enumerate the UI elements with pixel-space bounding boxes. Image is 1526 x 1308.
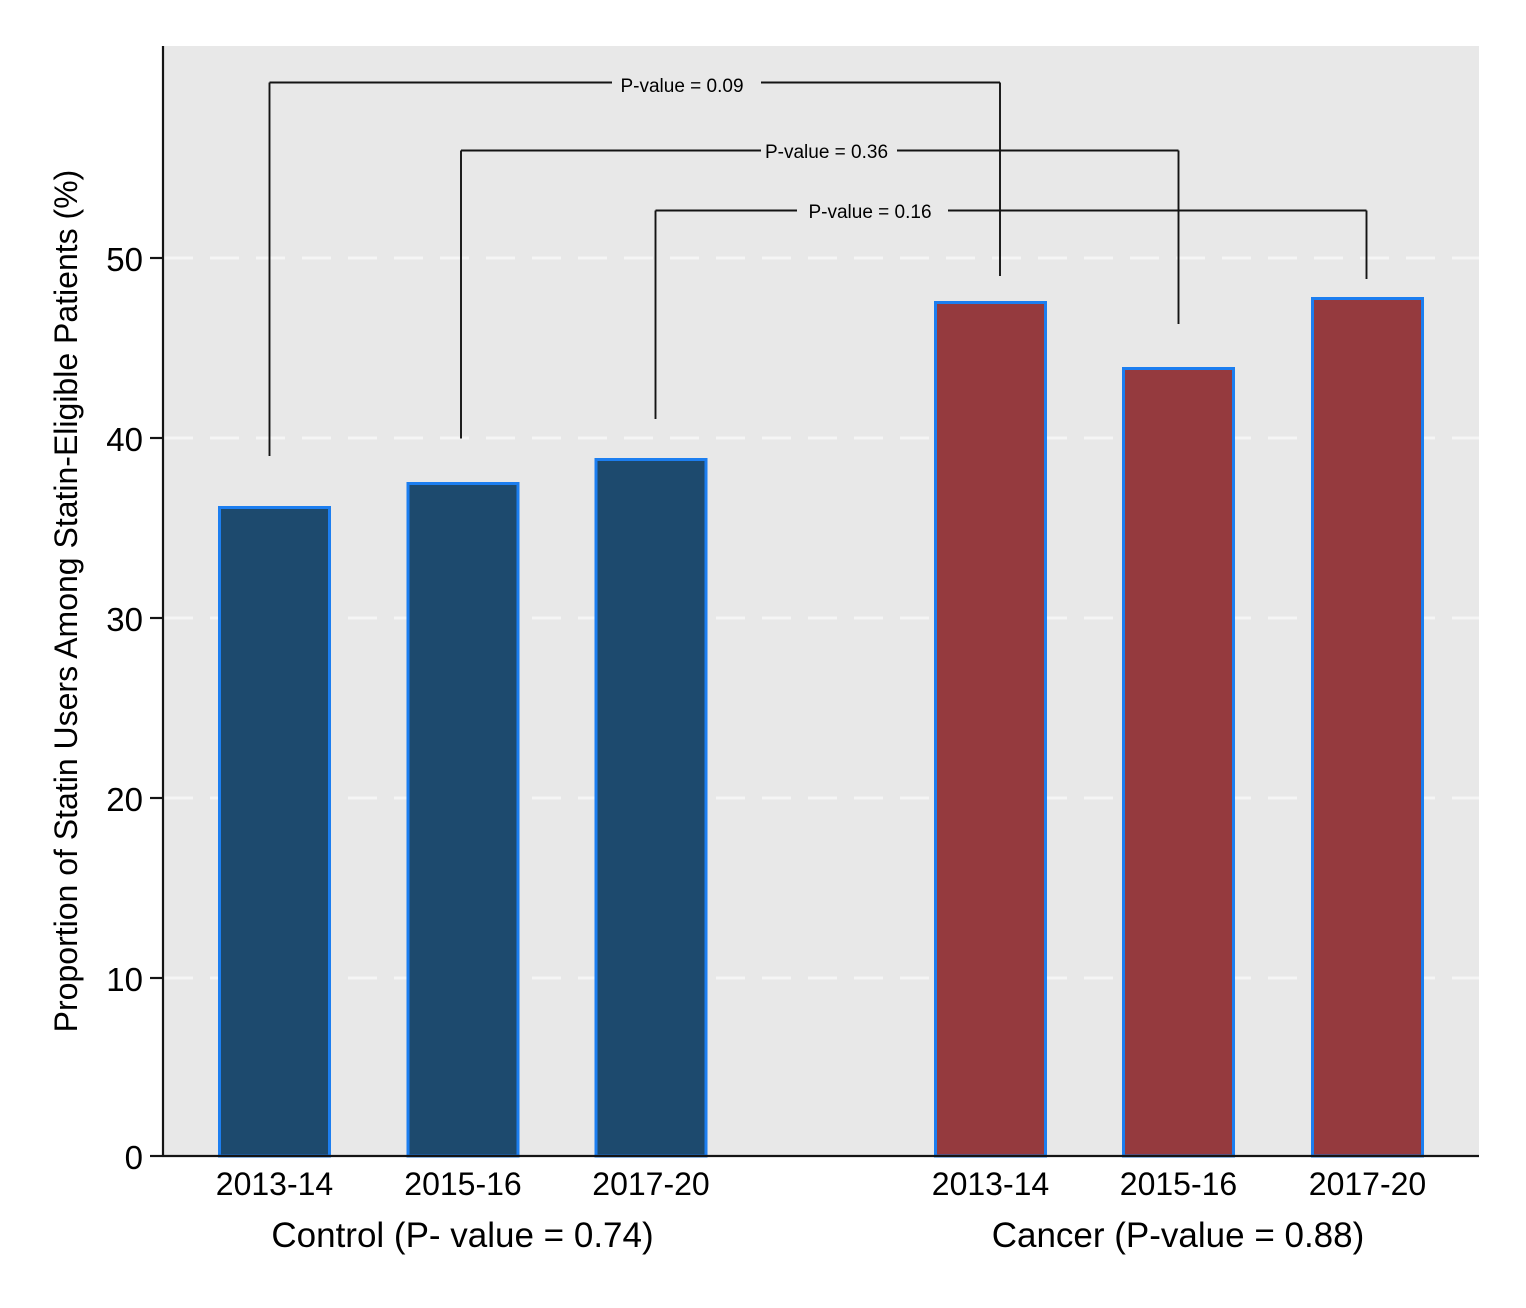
svg-text:20: 20 xyxy=(106,781,143,818)
svg-text:2015-16: 2015-16 xyxy=(1120,1166,1237,1202)
svg-text:2017-20: 2017-20 xyxy=(1309,1166,1426,1202)
svg-text:P-value = 0.16: P-value = 0.16 xyxy=(808,202,931,223)
svg-text:Control (P- value = 0.74): Control (P- value = 0.74) xyxy=(271,1216,653,1255)
svg-text:40: 40 xyxy=(106,421,143,458)
svg-text:2013-14: 2013-14 xyxy=(932,1166,1049,1202)
svg-text:0: 0 xyxy=(125,1139,143,1176)
svg-text:P-value = 0.09: P-value = 0.09 xyxy=(620,76,743,97)
svg-text:P-value = 0.36: P-value = 0.36 xyxy=(765,142,888,163)
svg-text:30: 30 xyxy=(106,601,143,638)
svg-text:Proportion of Statin Users Amo: Proportion of Statin Users Among Statin-… xyxy=(48,170,84,1033)
svg-text:2015-16: 2015-16 xyxy=(404,1166,521,1202)
svg-text:50: 50 xyxy=(106,241,143,278)
svg-text:2013-14: 2013-14 xyxy=(216,1166,333,1202)
svg-text:2017-20: 2017-20 xyxy=(592,1166,709,1202)
svg-text:Cancer (P-value = 0.88): Cancer (P-value = 0.88) xyxy=(992,1216,1365,1255)
svg-text:10: 10 xyxy=(106,961,143,998)
